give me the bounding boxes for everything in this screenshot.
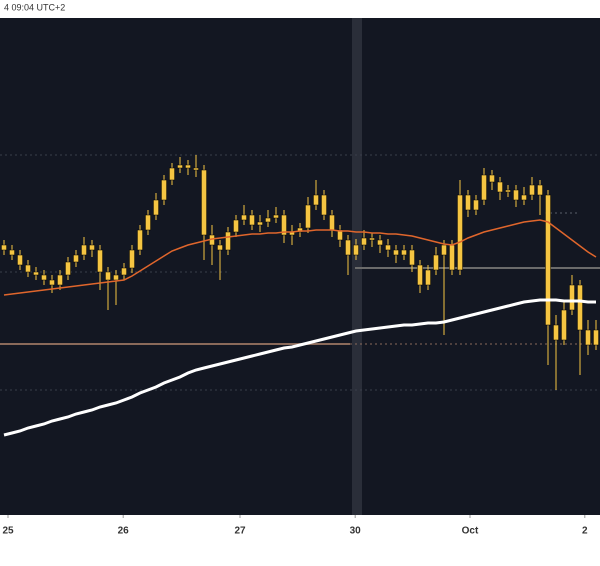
candle-body bbox=[337, 229, 343, 241]
candle-body bbox=[257, 221, 263, 226]
moving-average-line bbox=[3, 298, 596, 437]
candle-body bbox=[89, 244, 95, 251]
candle-body bbox=[113, 274, 119, 281]
candle-body bbox=[417, 264, 423, 286]
x-tick-label: 25 bbox=[2, 526, 14, 537]
candle-body bbox=[41, 274, 47, 281]
candle-body bbox=[49, 279, 55, 286]
candle-body bbox=[33, 271, 39, 276]
candle-body bbox=[161, 179, 167, 201]
crosshair-column bbox=[352, 18, 362, 515]
candle-body bbox=[385, 244, 391, 251]
candle-body bbox=[361, 237, 367, 246]
candle-body bbox=[545, 194, 551, 326]
candle-body bbox=[305, 204, 311, 229]
candle-body bbox=[457, 194, 463, 271]
plot-background bbox=[0, 18, 600, 515]
x-tick-label: Oct bbox=[462, 526, 479, 537]
candle-body bbox=[321, 194, 327, 216]
candle-body bbox=[9, 249, 15, 256]
candle-body bbox=[369, 237, 375, 241]
candle-body bbox=[281, 214, 287, 236]
candle-body bbox=[465, 194, 471, 211]
x-tick-label: 2 bbox=[582, 526, 588, 537]
candle-body bbox=[185, 164, 191, 169]
candle-body bbox=[577, 284, 583, 331]
moving-average-line bbox=[3, 219, 597, 296]
candle-body bbox=[177, 164, 183, 169]
x-tick-label: 30 bbox=[350, 526, 362, 537]
candle-body bbox=[497, 181, 503, 193]
candle-body bbox=[353, 244, 359, 256]
chart-title: 4 09:04 UTC+2 bbox=[4, 2, 65, 12]
candle-body bbox=[329, 214, 335, 231]
candle-body bbox=[233, 219, 239, 233]
candle-body bbox=[297, 227, 303, 233]
candle-body bbox=[249, 214, 255, 226]
candle-body bbox=[1, 244, 7, 251]
candle-body bbox=[217, 244, 223, 251]
candle-body bbox=[409, 249, 415, 266]
candle-body bbox=[553, 324, 559, 341]
x-tick-label: 26 bbox=[118, 526, 130, 537]
candle-body bbox=[521, 194, 527, 201]
candle-body bbox=[193, 167, 199, 171]
candle-body bbox=[505, 189, 511, 193]
candle-body bbox=[585, 329, 591, 346]
candle-body bbox=[593, 329, 599, 346]
candle-body bbox=[153, 199, 159, 216]
candle-body bbox=[129, 249, 135, 269]
candle-body bbox=[137, 229, 143, 251]
candle-body bbox=[569, 284, 575, 311]
candle-body bbox=[489, 174, 495, 183]
candle-body bbox=[393, 249, 399, 256]
candle-body bbox=[425, 269, 431, 286]
candle-body bbox=[225, 231, 231, 251]
candle-body bbox=[441, 244, 447, 256]
candle-body bbox=[17, 254, 23, 266]
candle-body bbox=[241, 214, 247, 221]
candle-body bbox=[529, 184, 535, 196]
x-axis-strip bbox=[0, 515, 600, 545]
candle-body bbox=[449, 244, 455, 271]
candle-body bbox=[145, 214, 151, 231]
candle-body bbox=[561, 309, 567, 341]
candle-body bbox=[73, 254, 79, 263]
candle-body bbox=[401, 249, 407, 256]
candle-body bbox=[57, 274, 63, 286]
candle-body bbox=[25, 264, 31, 273]
candle-body bbox=[345, 239, 351, 256]
candle-body bbox=[513, 189, 519, 201]
candle-body bbox=[201, 169, 207, 236]
candle-body bbox=[121, 267, 127, 276]
candle-body bbox=[273, 214, 279, 219]
candle-body bbox=[537, 184, 543, 196]
candle-body bbox=[481, 174, 487, 201]
candle-body bbox=[65, 261, 71, 276]
candle-body bbox=[377, 239, 383, 246]
candle-body bbox=[433, 254, 439, 271]
candle-body bbox=[169, 167, 175, 181]
x-tick-label: 27 bbox=[234, 526, 246, 537]
candle-body bbox=[313, 194, 319, 206]
candle-body bbox=[105, 271, 111, 281]
candle-body bbox=[81, 244, 87, 256]
candle-body bbox=[97, 249, 103, 273]
candle-body bbox=[265, 217, 271, 223]
candle-body bbox=[473, 199, 479, 211]
